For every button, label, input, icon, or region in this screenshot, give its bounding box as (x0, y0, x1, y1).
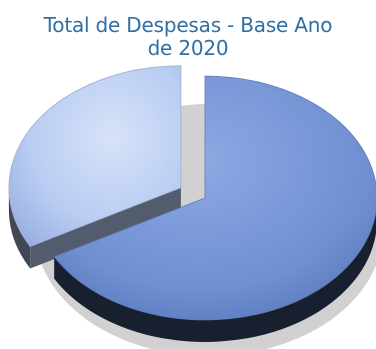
chart-title-line-1: Total de Despesas - Base Ano (43, 13, 333, 37)
pie-slice-1 (8, 65, 182, 247)
chart-title-line-2: de 2020 (147, 36, 229, 60)
slice-wall-1-start (30, 187, 181, 269)
chart-title: Total de Despesas - Base Ano de 2020 (0, 14, 376, 60)
pie-slice-0 (53, 75, 376, 321)
slice-side-1 (8, 187, 31, 269)
slice-side-0 (54, 210, 376, 343)
